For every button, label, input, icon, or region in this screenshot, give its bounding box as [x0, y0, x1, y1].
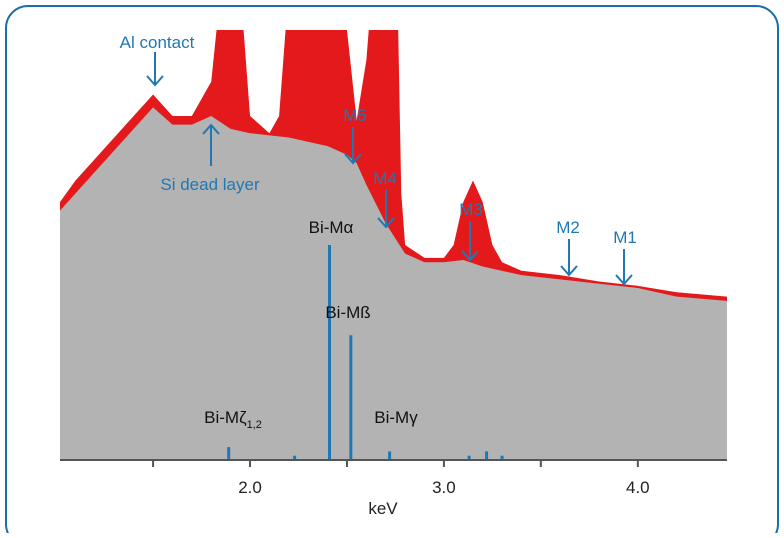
x-axis-title: keV: [368, 499, 398, 518]
line-label-text: Bi-Mα: [309, 218, 354, 237]
line-label-text: Bi-Mζ: [204, 408, 247, 427]
line-label: Bi-Mγ: [374, 408, 418, 427]
annotation-arrow: [560, 239, 578, 277]
plot-area: [60, 30, 727, 460]
annotation-arrow: [615, 249, 633, 286]
line-label: Bi-Mα: [309, 218, 354, 237]
line-label: Bi-Mζ1,2: [204, 408, 262, 431]
annotation-arrow: [202, 123, 220, 166]
overlay: 2.0 3.0 4.0 Bi-Mα Bi-Mß Bi-Mγ Bi-Mζ1,2 Al conta…: [60, 33, 727, 497]
line-label-text: Bi-Mγ: [374, 408, 418, 427]
annotation: M1: [613, 228, 637, 247]
x-tick-label: 3.0: [432, 478, 456, 497]
line-label: Bi-Mß: [325, 303, 370, 322]
line-label-subscript: 1,2: [247, 419, 262, 431]
annotation-arrow: [146, 52, 164, 87]
annotation: M3: [459, 200, 483, 219]
line-label-text: Bi-Mß: [325, 303, 370, 322]
annotation: M2: [556, 218, 580, 237]
x-tick-label: 4.0: [626, 478, 650, 497]
annotation: M4: [373, 169, 397, 188]
spectrum-area: [60, 107, 727, 460]
annotation-arrow: [344, 127, 362, 165]
annotation: Si dead layer: [160, 175, 260, 194]
x-tick-label: 2.0: [238, 478, 262, 497]
annotation: Al contact: [120, 33, 195, 52]
annotation-arrow: [461, 221, 479, 262]
annotation-arrow: [377, 190, 395, 229]
annotation: M5: [343, 106, 367, 125]
